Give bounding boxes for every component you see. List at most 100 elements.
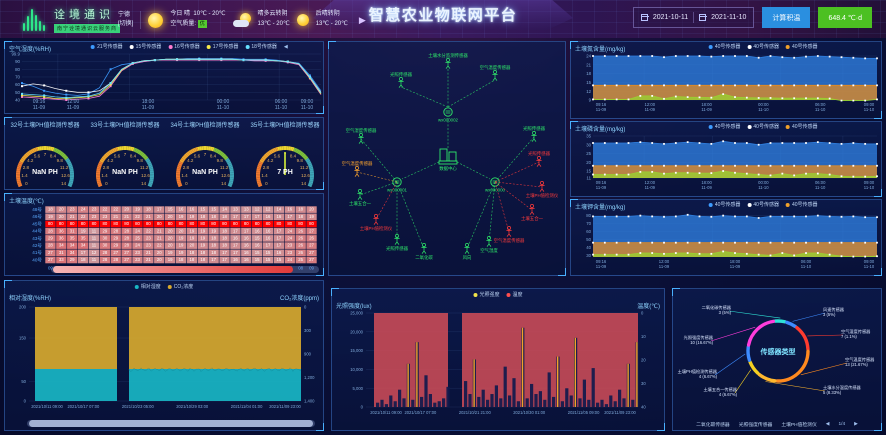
svg-text:2021/10/21 21:00: 2021/10/21 21:00 (459, 410, 492, 415)
svg-text:17: 17 (81, 250, 86, 255)
svg-text:21: 21 (157, 228, 162, 233)
svg-text:150: 150 (19, 336, 27, 341)
svg-text:17: 17 (244, 228, 249, 233)
kLeg-item-0[interactable]: 40号传感器 (709, 201, 741, 208)
network-topology[interactable]: 数据中心wx000002土壤水分监测传感器光照传感器空气温度传感器wx00000… (329, 42, 567, 277)
svg-text:60: 60 (586, 229, 591, 234)
light-ylabel-left: 光照强度(lux) (336, 301, 372, 310)
svg-text:11.2: 11.2 (300, 165, 309, 170)
humidity-legend[interactable]: 21号传感器 15号传感器 16号传感器 17号传感器 18号传感器 ◀ (91, 43, 288, 50)
svg-text:11-09: 11-09 (645, 185, 656, 190)
ph-gauges-panel: 32号土壤PH值检测传感器 0 1.4 2.8 4.2 5.6 7 8.4 9.8 11.2 12.… (4, 117, 324, 190)
date-end-value[interactable]: 2021-11-10 (711, 14, 746, 21)
humidity-legend-item-0[interactable]: 21号传感器 (91, 43, 123, 50)
date-range-picker[interactable]: 2021-10-11 2021-11-10 (633, 7, 755, 28)
svg-text:11-09: 11-09 (596, 107, 607, 112)
potassium-legend[interactable]: 40号传感器 40号传感器 40号传感器 (709, 201, 818, 208)
svg-text:28: 28 (124, 243, 129, 248)
svg-text:19: 19 (135, 207, 140, 212)
brand-logo[interactable]: 诠境通识 南宁诠境通识云服务商 (22, 6, 120, 33)
light-legend-item-1[interactable]: 温度 (507, 291, 523, 298)
heatmap-scrollbar[interactable] (51, 266, 319, 273)
weather-day2-cond: 晴多云转阴 (258, 10, 290, 20)
sun-icon-2 (297, 14, 309, 26)
svg-text:8.4: 8.4 (290, 154, 297, 159)
svg-text:29: 29 (48, 236, 53, 241)
svg-text:土壤水分监测传感器: 土壤水分监测传感器 (428, 52, 468, 59)
svg-text:28: 28 (113, 257, 118, 262)
co2-datazoom-scrollbar[interactable] (27, 420, 315, 427)
svg-text:23: 23 (70, 207, 75, 212)
svg-text:19: 19 (189, 228, 194, 233)
humidity-legend-item-4[interactable]: 18号传感器 (245, 43, 277, 50)
svg-text:44号: 44号 (32, 229, 42, 235)
svg-text:10: 10 (641, 334, 646, 339)
co2-legend-item-1[interactable]: CO₂浓度 (168, 283, 193, 290)
sensor-footer-legend-item-0[interactable]: 二氧化碳传感器 (696, 421, 730, 428)
svg-text:2021/11/09 23:00: 2021/11/09 23:00 (269, 404, 301, 409)
date-start-value[interactable]: 2021-10-11 (653, 14, 688, 21)
humidity-legend-item-2[interactable]: 16号传感器 (168, 43, 200, 50)
svg-text:80: 80 (222, 221, 227, 226)
ph-gauge-dial-1: 0 1.4 2.8 4.25.6 7 8.49.8 11.2 12.6 14NaN PH (85, 129, 165, 187)
phosphorus-legend[interactable]: 40号传感器 40号传感器 40号传感器 (709, 123, 818, 130)
light-legend[interactable]: 光照强度 温度 (473, 291, 522, 298)
svg-text:9.8: 9.8 (217, 158, 224, 163)
svg-text:33: 33 (59, 257, 64, 262)
sensor-legend-prev-icon[interactable]: ◀ (826, 422, 830, 427)
svg-text:16: 16 (244, 243, 249, 248)
humidity-legend-item-3[interactable]: 17号传感器 (207, 43, 239, 50)
app-header: 智慧农业物联网平台 诠境通识 南宁诠境通识云服务商 宁德 [切换] 今日 晴 (0, 0, 886, 38)
nLeg-item-1[interactable]: 40号传感器 (747, 43, 779, 50)
pLeg-item-2[interactable]: 40号传感器 (786, 123, 818, 130)
svg-text:20: 20 (157, 257, 162, 262)
svg-text:28: 28 (48, 243, 53, 248)
weather-city-switch[interactable]: [切换] (118, 20, 133, 29)
sensor-type-donut[interactable]: 二氧化碳传感器3 (5%)风速传感器3 (5%)空气湿度传感器7 (1.1%)空… (673, 289, 883, 417)
svg-text:1.4: 1.4 (181, 173, 188, 178)
sensor-footer-legend-item-2[interactable]: 土壤PH值检测仪 (781, 421, 816, 428)
nLeg-item-2[interactable]: 40号传感器 (786, 43, 818, 50)
svg-text:2021/10/17 07:00: 2021/10/17 07:00 (404, 410, 437, 415)
humidity-legend-item-1[interactable]: 15号传感器 (130, 43, 162, 50)
pLeg-item-1[interactable]: 40号传感器 (747, 123, 779, 130)
svg-text:80: 80 (255, 221, 260, 226)
svg-text:45号: 45号 (32, 221, 42, 227)
svg-text:18: 18 (222, 228, 227, 233)
svg-text:29: 29 (113, 243, 118, 248)
humidity-legend-prev-icon[interactable]: ◀ (284, 44, 288, 50)
pLeg-item-0[interactable]: 40号传感器 (709, 123, 741, 130)
svg-text:21: 21 (146, 250, 151, 255)
brand-title: 诠境通识 (54, 6, 120, 22)
svg-text:18: 18 (211, 236, 216, 241)
svg-text:2021/10/23 05:00: 2021/10/23 05:00 (122, 404, 155, 409)
sensor-legend-next-icon[interactable]: ▶ (854, 422, 858, 427)
svg-text:23: 23 (287, 250, 292, 255)
sensor-type-panel: 二氧化碳传感器 3 (5%) 风速传感器 3 (5%) 空气湿度传感器 7 (1.1%) 空… (672, 288, 882, 431)
svg-text:12.6: 12.6 (61, 173, 70, 178)
nLeg-item-0[interactable]: 40号传感器 (709, 43, 741, 50)
kLeg-item-1[interactable]: 40号传感器 (747, 201, 779, 208)
nitrogen-legend[interactable]: 40号传感器 40号传感器 40号传感器 (709, 43, 818, 50)
sensor-type-footer-legend[interactable]: 二氧化碳传感器 光照强度传感器 土壤PH值检测仪 ◀ 1/4 ▶ (673, 421, 881, 428)
kLeg-item-2[interactable]: 40号传感器 (786, 201, 818, 208)
sensor-footer-legend-item-1[interactable]: 光照强度传感器 (739, 421, 773, 428)
svg-text:4.2: 4.2 (27, 158, 34, 163)
weather-next-icon[interactable]: ▶ (359, 15, 366, 26)
svg-text:4 (6.67%): 4 (6.67%) (699, 374, 718, 379)
ph-gauge-value-2: NaN PH (192, 169, 218, 176)
svg-text:16: 16 (287, 207, 292, 212)
svg-text:15: 15 (255, 250, 260, 255)
svg-text:21: 21 (146, 257, 151, 262)
svg-text:50: 50 (15, 90, 20, 95)
calc-accumulated-temp-button[interactable]: 计算积温 (762, 7, 810, 28)
svg-text:50: 50 (586, 237, 591, 242)
svg-text:24: 24 (135, 243, 140, 248)
weather-city[interactable]: 宁德 [切换] (118, 11, 141, 29)
co2-legend[interactable]: 相对湿度 CO₂浓度 (135, 283, 193, 290)
light-legend-item-0[interactable]: 光照强度 (473, 291, 499, 298)
co2-legend-item-0[interactable]: 相对湿度 (135, 283, 161, 290)
svg-text:土壤PH值检测仪: 土壤PH值检测仪 (526, 192, 559, 199)
svg-text:11: 11 (92, 228, 97, 233)
svg-text:5.6: 5.6 (114, 154, 121, 159)
